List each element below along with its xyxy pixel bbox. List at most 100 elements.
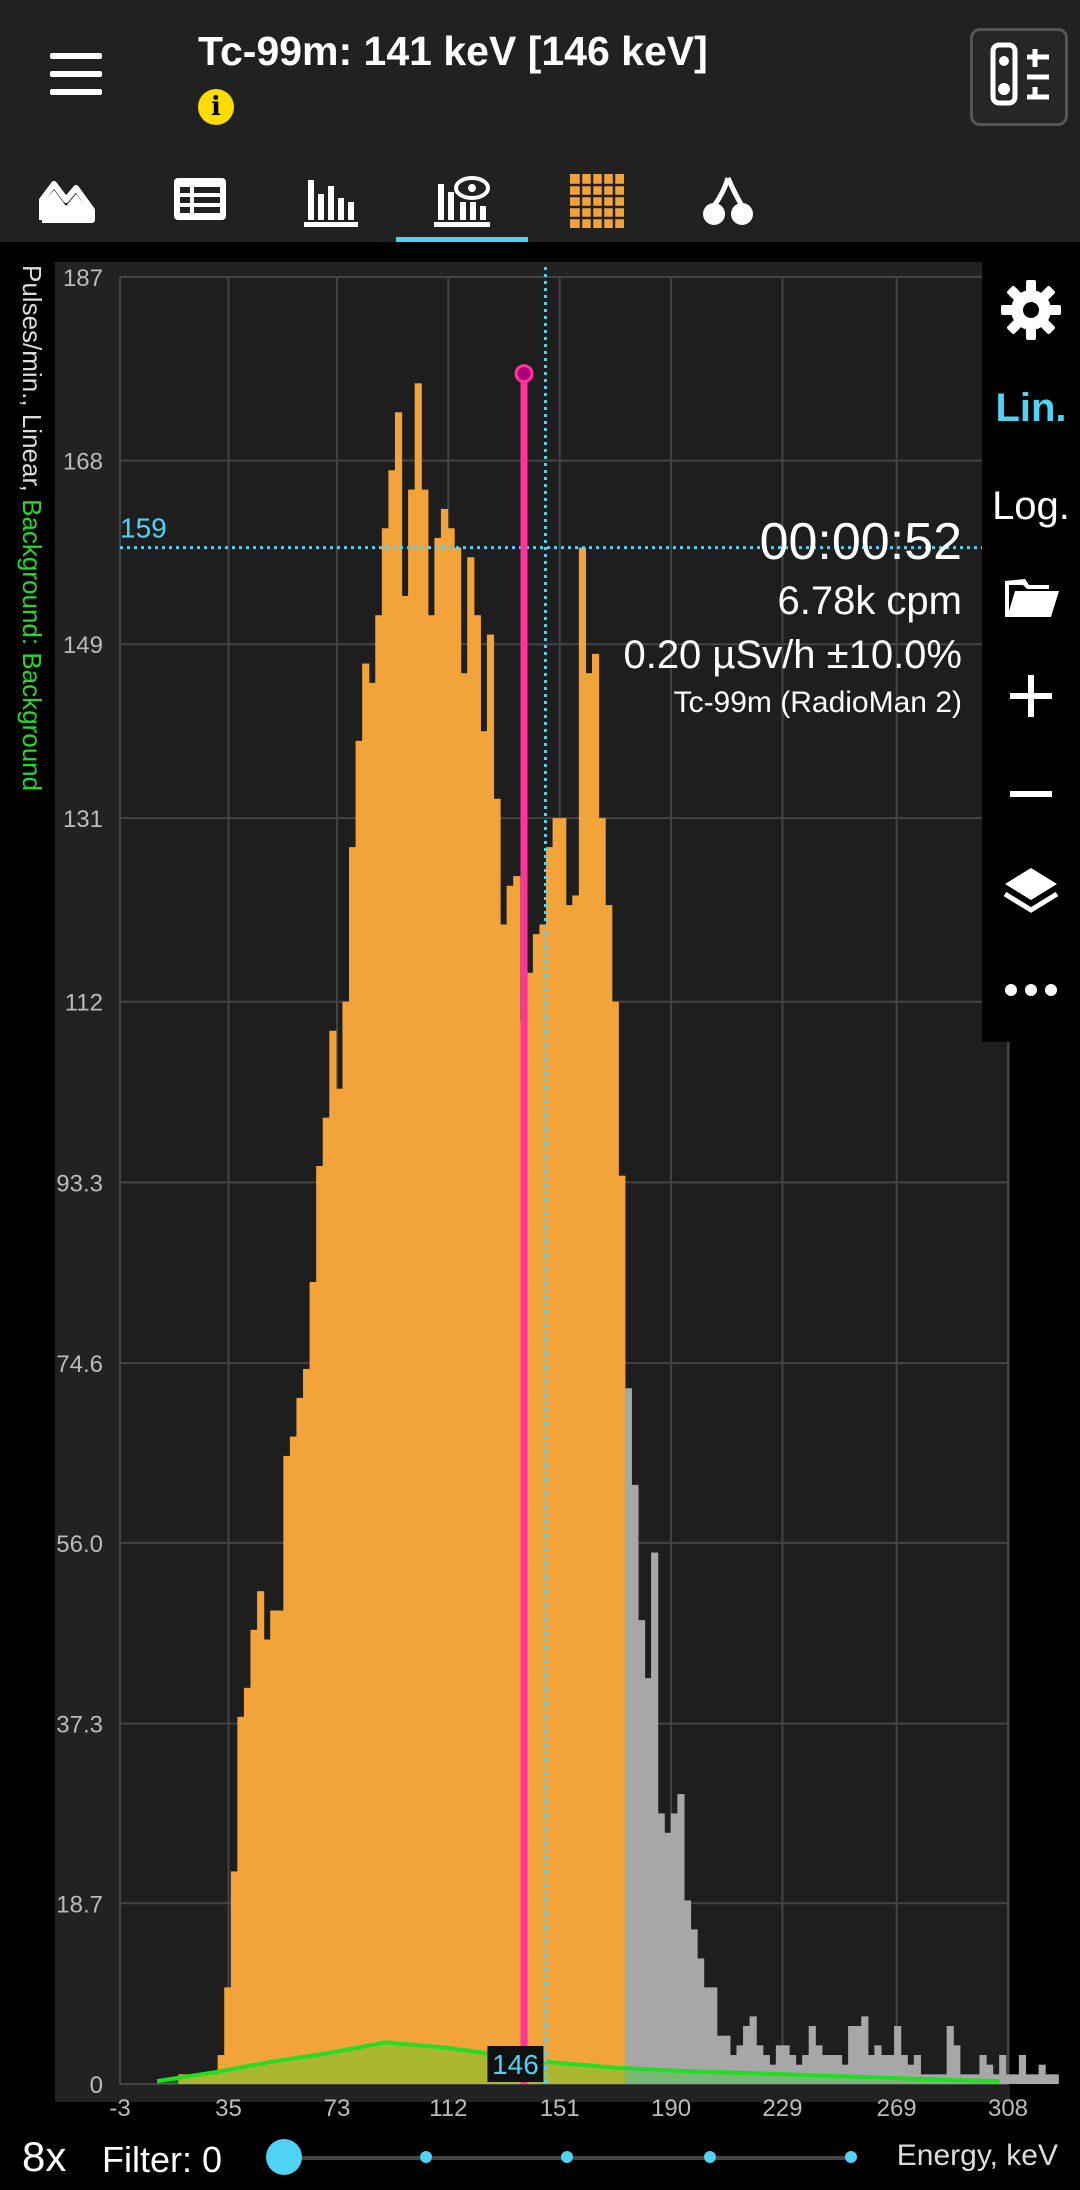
spectrum-bar xyxy=(828,2055,836,2084)
spectrum-bar xyxy=(591,653,600,2084)
x-tick-label: -3 xyxy=(109,2095,130,2122)
tab-spectrum-eye[interactable] xyxy=(404,160,524,242)
spectrum-bar xyxy=(756,2045,764,2084)
spectrum-bar xyxy=(578,547,587,2084)
spectrum-bar xyxy=(677,1794,685,2084)
spectrum-bar xyxy=(880,2055,889,2084)
y-tick-label: 18.7 xyxy=(56,1891,103,1918)
spectrum-bar xyxy=(703,1987,711,2084)
spectrum-bar xyxy=(867,2055,875,2084)
info-icon[interactable]: i xyxy=(198,89,234,125)
tab-cherry[interactable] xyxy=(668,160,788,242)
spectrum-bar xyxy=(585,673,593,2084)
timer-readout: 00:00:52 xyxy=(759,513,962,571)
spectrum-bar xyxy=(1012,2074,1020,2084)
cursor-y-value: 159 xyxy=(120,513,167,544)
tab-spectrum-area[interactable] xyxy=(6,160,126,242)
open-folder-button[interactable] xyxy=(982,550,1080,646)
filter-label: Filter: 0 xyxy=(102,2139,223,2180)
spectrum-bar xyxy=(1025,2074,1033,2084)
side-toolbar: Lin. Log. xyxy=(982,262,1080,1042)
spectrum-bar xyxy=(447,528,455,2084)
filter-slider-thumb[interactable] xyxy=(266,2139,302,2175)
spectrum-bar xyxy=(986,2064,994,2084)
spectrum-svg[interactable]: 0 18.7 37.3 56.0 74.6 93.3 112 131 149 168 187 -3 35… xyxy=(0,242,1080,2125)
linear-scale-button[interactable]: Lin. xyxy=(982,360,1080,456)
slider-step-dot xyxy=(845,2151,857,2163)
spectrum-bar xyxy=(243,1687,252,2084)
spectrum-bar xyxy=(362,663,370,2084)
slider-step-dot xyxy=(561,2151,573,2163)
table-icon xyxy=(174,178,226,220)
spectrum-bar xyxy=(716,2035,724,2084)
source-name: Tc-99m (RadioMan 2) xyxy=(673,686,962,719)
tab-table[interactable] xyxy=(140,160,260,242)
spectrum-bar xyxy=(979,2055,987,2084)
y-axis-label: Pulses/min., Linear, Background: Backgro… xyxy=(16,265,47,791)
layers-button[interactable] xyxy=(982,844,1080,940)
peak-marker-dot xyxy=(514,364,534,384)
spectrum-chart[interactable]: 0 18.7 37.3 56.0 74.6 93.3 112 131 149 168 187 -3 35… xyxy=(0,242,1080,2125)
hamburger-icon xyxy=(50,53,102,59)
spectrum-bar xyxy=(618,1175,626,2084)
x-tick-label: 269 xyxy=(877,2095,917,2122)
spectrum-bar xyxy=(598,818,606,2084)
spectrum-bar xyxy=(263,1639,271,2084)
spectrum-bar xyxy=(434,537,442,2084)
log-scale-button[interactable]: Log. xyxy=(982,458,1080,554)
spectrum-bar xyxy=(460,673,468,2084)
page-title: Tc-99m: 141 keV [146 keV] xyxy=(198,28,708,74)
zoom-level[interactable]: 8x xyxy=(22,2133,67,2180)
spectrum-bar xyxy=(690,1929,698,2084)
spectrum-bar xyxy=(894,2026,902,2084)
spectrum-bar xyxy=(309,1281,317,2084)
spectrum-bar xyxy=(743,2026,751,2084)
y-axis-label-background: Background: Background xyxy=(17,499,47,792)
y-tick-label: 0 xyxy=(90,2072,103,2099)
zoom-out-button[interactable] xyxy=(982,746,1080,842)
tab-grid[interactable] xyxy=(536,160,656,242)
gear-icon xyxy=(1001,280,1061,340)
spectrum-bar xyxy=(335,1088,344,2084)
plus-icon xyxy=(1010,675,1052,717)
spectrum-bar xyxy=(197,2074,206,2084)
active-tab-indicator xyxy=(396,237,528,243)
spectrum-bar xyxy=(808,2026,816,2084)
more-dots-icon xyxy=(1005,984,1057,996)
settings-button[interactable] xyxy=(982,262,1080,358)
spectrum-bar xyxy=(322,1117,330,2084)
linear-scale-label: Lin. xyxy=(995,385,1067,430)
background-area xyxy=(157,2042,1000,2084)
more-button[interactable] xyxy=(982,942,1080,1038)
spectrum-bar xyxy=(493,798,501,2084)
spectrum-bar xyxy=(486,634,495,2084)
y-tick-label: 131 xyxy=(63,806,103,833)
spectrum-bar xyxy=(1038,2064,1046,2084)
spectrum-bar xyxy=(539,924,547,2085)
tab-bar xyxy=(0,160,1080,243)
spectrum-bar xyxy=(953,2045,961,2084)
spectrum-bar xyxy=(368,682,376,2084)
spectrum-bar xyxy=(276,1610,284,2084)
zoom-in-button[interactable] xyxy=(982,648,1080,744)
slider-step-dot xyxy=(420,2151,432,2163)
spectrum-bar xyxy=(913,2055,921,2084)
tab-histogram[interactable] xyxy=(272,160,392,242)
presets-button[interactable] xyxy=(970,28,1068,126)
y-tick-label: 112 xyxy=(65,990,103,1017)
spectrum-bar xyxy=(861,2016,869,2084)
spectrum-bar xyxy=(401,595,409,2084)
spectrum-bar xyxy=(1005,2074,1013,2084)
y-tick-label: 187 xyxy=(63,265,103,292)
spectrum-bar xyxy=(427,615,435,2085)
background-line xyxy=(156,2040,1000,2084)
spectrum-area-icon xyxy=(39,181,95,223)
spectrum-bar xyxy=(782,2045,790,2084)
menu-button[interactable] xyxy=(40,45,114,105)
spectrum-bar xyxy=(1018,2055,1027,2084)
spectrum-bar xyxy=(552,818,560,2084)
spectrum-bar xyxy=(841,2064,849,2084)
spectrum-bar xyxy=(1045,2074,1053,2084)
spectrum-bar xyxy=(211,2074,219,2084)
hamburger-line xyxy=(50,71,102,77)
